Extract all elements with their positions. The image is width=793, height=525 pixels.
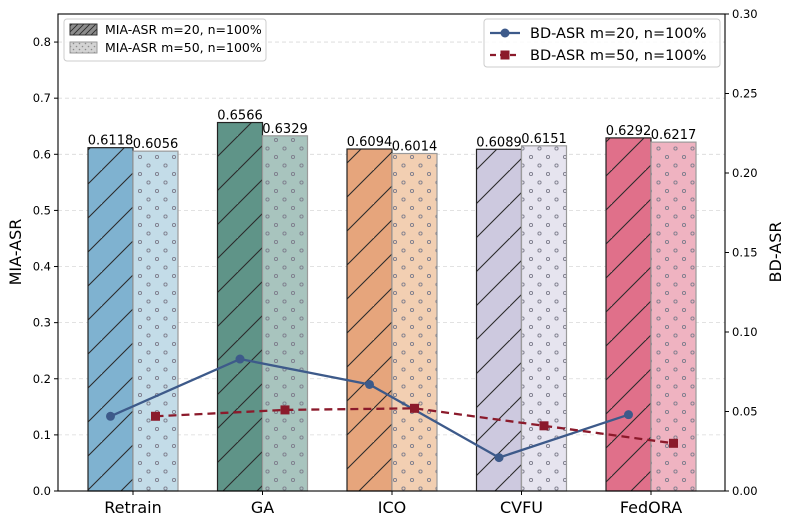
line-point bbox=[365, 379, 374, 389]
y-tick-label-right: 0.25 bbox=[732, 87, 758, 101]
x-tick-label: CVFU bbox=[500, 498, 543, 517]
line-point bbox=[235, 354, 245, 364]
y-tick-label-left: 0.3 bbox=[33, 316, 51, 330]
y-tick-label-left: 0.4 bbox=[33, 260, 51, 274]
bar-value-label: 0.6094 bbox=[347, 135, 393, 150]
legend-marker-square bbox=[500, 50, 510, 60]
bars bbox=[87, 121, 697, 492]
line-point bbox=[410, 403, 419, 413]
legend-bars: MIA-ASR m=20, n=100% MIA-ASR m=50, n=100… bbox=[63, 18, 267, 62]
bar-primary-hatch bbox=[87, 147, 134, 492]
y-tick-label-left: 0.0 bbox=[33, 484, 51, 498]
axes: 0.0 0.1 0.2 0.3 0.4 0.5 0.6 0.7 0.8 0.00 0.05 0.10 0… bbox=[33, 7, 758, 517]
legend-label-bar-2: MIA-ASR m=50, n=100% bbox=[105, 40, 262, 55]
line-series bbox=[106, 354, 678, 463]
bar-primary-hatch bbox=[346, 148, 393, 492]
y-axis-title-left: MIA-ASR bbox=[6, 219, 25, 286]
legend-label-line-2: BD-ASR m=50, n=100% bbox=[530, 48, 707, 64]
legend-swatch-bar-hatch-pattern bbox=[69, 23, 98, 36]
bar-secondary-dots bbox=[391, 152, 438, 492]
line-point bbox=[151, 411, 160, 421]
legend-label-bar-1: MIA-ASR m=20, n=100% bbox=[105, 22, 262, 37]
y-tick-label-right: 0.10 bbox=[732, 325, 758, 339]
x-tick-label: ICO bbox=[378, 498, 406, 517]
y-tick-label-left: 0.2 bbox=[33, 372, 51, 386]
line-point bbox=[669, 438, 678, 448]
bar-primary-hatch bbox=[475, 148, 523, 492]
bar-value-label: 0.6217 bbox=[651, 128, 697, 143]
y-axis-title-right: BD-ASR bbox=[766, 222, 785, 283]
bar-value-label: 0.6014 bbox=[392, 140, 438, 155]
bar-secondary-dots bbox=[520, 145, 568, 492]
y-tick-label-right: 0.20 bbox=[732, 166, 758, 180]
y-tick-label-left: 0.8 bbox=[33, 35, 51, 49]
bar-value-label: 0.6566 bbox=[217, 109, 263, 124]
bar-value-label: 0.6118 bbox=[88, 134, 134, 149]
bar-value-label: 0.6292 bbox=[606, 124, 652, 139]
bar-secondary-dots bbox=[261, 135, 309, 492]
bar-secondary-dots bbox=[650, 141, 697, 492]
x-tick-label: FedORA bbox=[620, 498, 682, 517]
x-tick-label: GA bbox=[251, 498, 274, 517]
bar-value-label: 0.6329 bbox=[262, 122, 308, 137]
legend-swatch-bar-dots-pattern bbox=[69, 41, 98, 54]
y-tick-label-right: 0.00 bbox=[732, 484, 758, 498]
line-point bbox=[539, 421, 549, 431]
line-point bbox=[106, 411, 115, 421]
legend-lines: BD-ASR m=20, n=100% BD-ASR m=50, n=100% bbox=[483, 18, 721, 68]
y-tick-label-left: 0.5 bbox=[33, 203, 51, 217]
y-tick-label-right: 0.15 bbox=[732, 246, 758, 260]
line-point bbox=[624, 410, 633, 420]
line-point bbox=[494, 453, 504, 463]
bar-value-label: 0.6089 bbox=[476, 135, 522, 150]
y-tick-label-right: 0.30 bbox=[732, 7, 758, 21]
legend-lines-frame bbox=[483, 18, 721, 68]
y-tick-label-left: 0.6 bbox=[33, 147, 51, 161]
legend-bars-frame bbox=[63, 18, 267, 62]
line-point bbox=[280, 405, 290, 415]
bar-value-label: 0.6056 bbox=[133, 137, 179, 152]
y-tick-label-left: 0.7 bbox=[33, 91, 51, 105]
bar-primary-hatch bbox=[605, 137, 652, 492]
legend-marker-circle bbox=[500, 28, 510, 38]
y-tick-label-right: 0.05 bbox=[732, 405, 758, 419]
x-tick-label: Retrain bbox=[104, 498, 161, 517]
bar-value-label: 0.6151 bbox=[521, 132, 567, 147]
series-line bbox=[155, 407, 674, 445]
legend-label-line-1: BD-ASR m=20, n=100% bbox=[530, 26, 707, 42]
y-tick-label-left: 0.1 bbox=[33, 428, 51, 442]
bar-secondary-dots bbox=[132, 150, 179, 492]
bar-primary-hatch bbox=[216, 121, 264, 492]
